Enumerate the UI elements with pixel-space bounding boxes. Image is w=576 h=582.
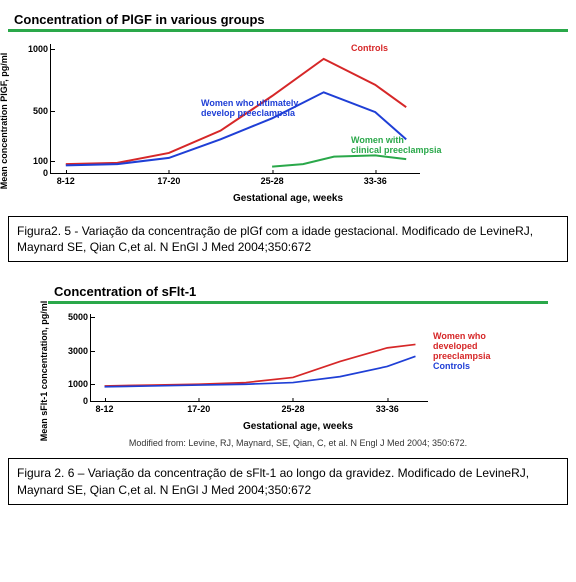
x-tick: 33-36 [376, 401, 399, 414]
y-tick: 500 [33, 106, 51, 116]
chart2-title: Concentration of sFlt-1 [48, 280, 548, 304]
chart2-area: Mean sFlt-1 concentration, pg/ml 0100030… [48, 308, 548, 434]
series-line [105, 345, 416, 386]
series-line [272, 155, 406, 166]
chart2-block: Concentration of sFlt-1 Mean sFlt-1 conc… [48, 280, 548, 448]
chart2-modified-note: Modified from: Levine, RJ, Maynard, SE, … [48, 438, 548, 448]
y-tick: 1000 [28, 44, 51, 54]
series-label: Women who ultimatelydevelop preeclampsia [201, 99, 298, 119]
series-label: Controls [351, 44, 388, 54]
caption2: Figura 2. 6 – Variação da concentração d… [8, 458, 568, 504]
chart2-lines [91, 314, 429, 402]
x-tick: 25-28 [261, 173, 284, 186]
x-tick: 17-20 [187, 401, 210, 414]
y-tick: 0 [83, 396, 91, 406]
chart2-xlabel: Gestational age, weeks [48, 421, 548, 432]
chart1-xlabel: Gestational age, weeks [8, 193, 568, 204]
x-tick: 17-20 [157, 173, 180, 186]
chart2-wrap: Concentration of sFlt-1 Mean sFlt-1 conc… [48, 280, 548, 448]
caption1: Figura2. 5 - Variação da concentração de… [8, 216, 568, 262]
x-tick: 25-28 [281, 401, 304, 414]
series-line [105, 357, 416, 387]
chart1-block: Concentration of PlGF in various groups … [8, 8, 568, 206]
y-tick: 3000 [68, 346, 91, 356]
x-tick: 8-12 [57, 173, 75, 186]
chart2-plot: 01000300050008-1217-2025-2833-36Women wh… [90, 314, 428, 402]
x-tick: 33-36 [364, 173, 387, 186]
y-tick: 0 [43, 168, 51, 178]
series-label: Women withclinical preeclampsia [351, 136, 442, 156]
x-tick: 8-12 [96, 401, 114, 414]
y-tick: 100 [33, 156, 51, 166]
chart1-plot: 010050010008-1217-2025-2833-36ControlsWo… [50, 44, 420, 174]
chart1-ylabel: Mean concentration PlGF, pg/ml [0, 53, 9, 190]
y-tick: 5000 [68, 312, 91, 322]
chart1-title: Concentration of PlGF in various groups [8, 8, 568, 32]
series-label: Women whodevelopedpreeclampsia [433, 332, 491, 362]
chart1-area: Mean concentration PlGF, pg/ml 010050010… [8, 36, 568, 206]
y-tick: 1000 [68, 379, 91, 389]
series-label: Controls [433, 362, 470, 372]
